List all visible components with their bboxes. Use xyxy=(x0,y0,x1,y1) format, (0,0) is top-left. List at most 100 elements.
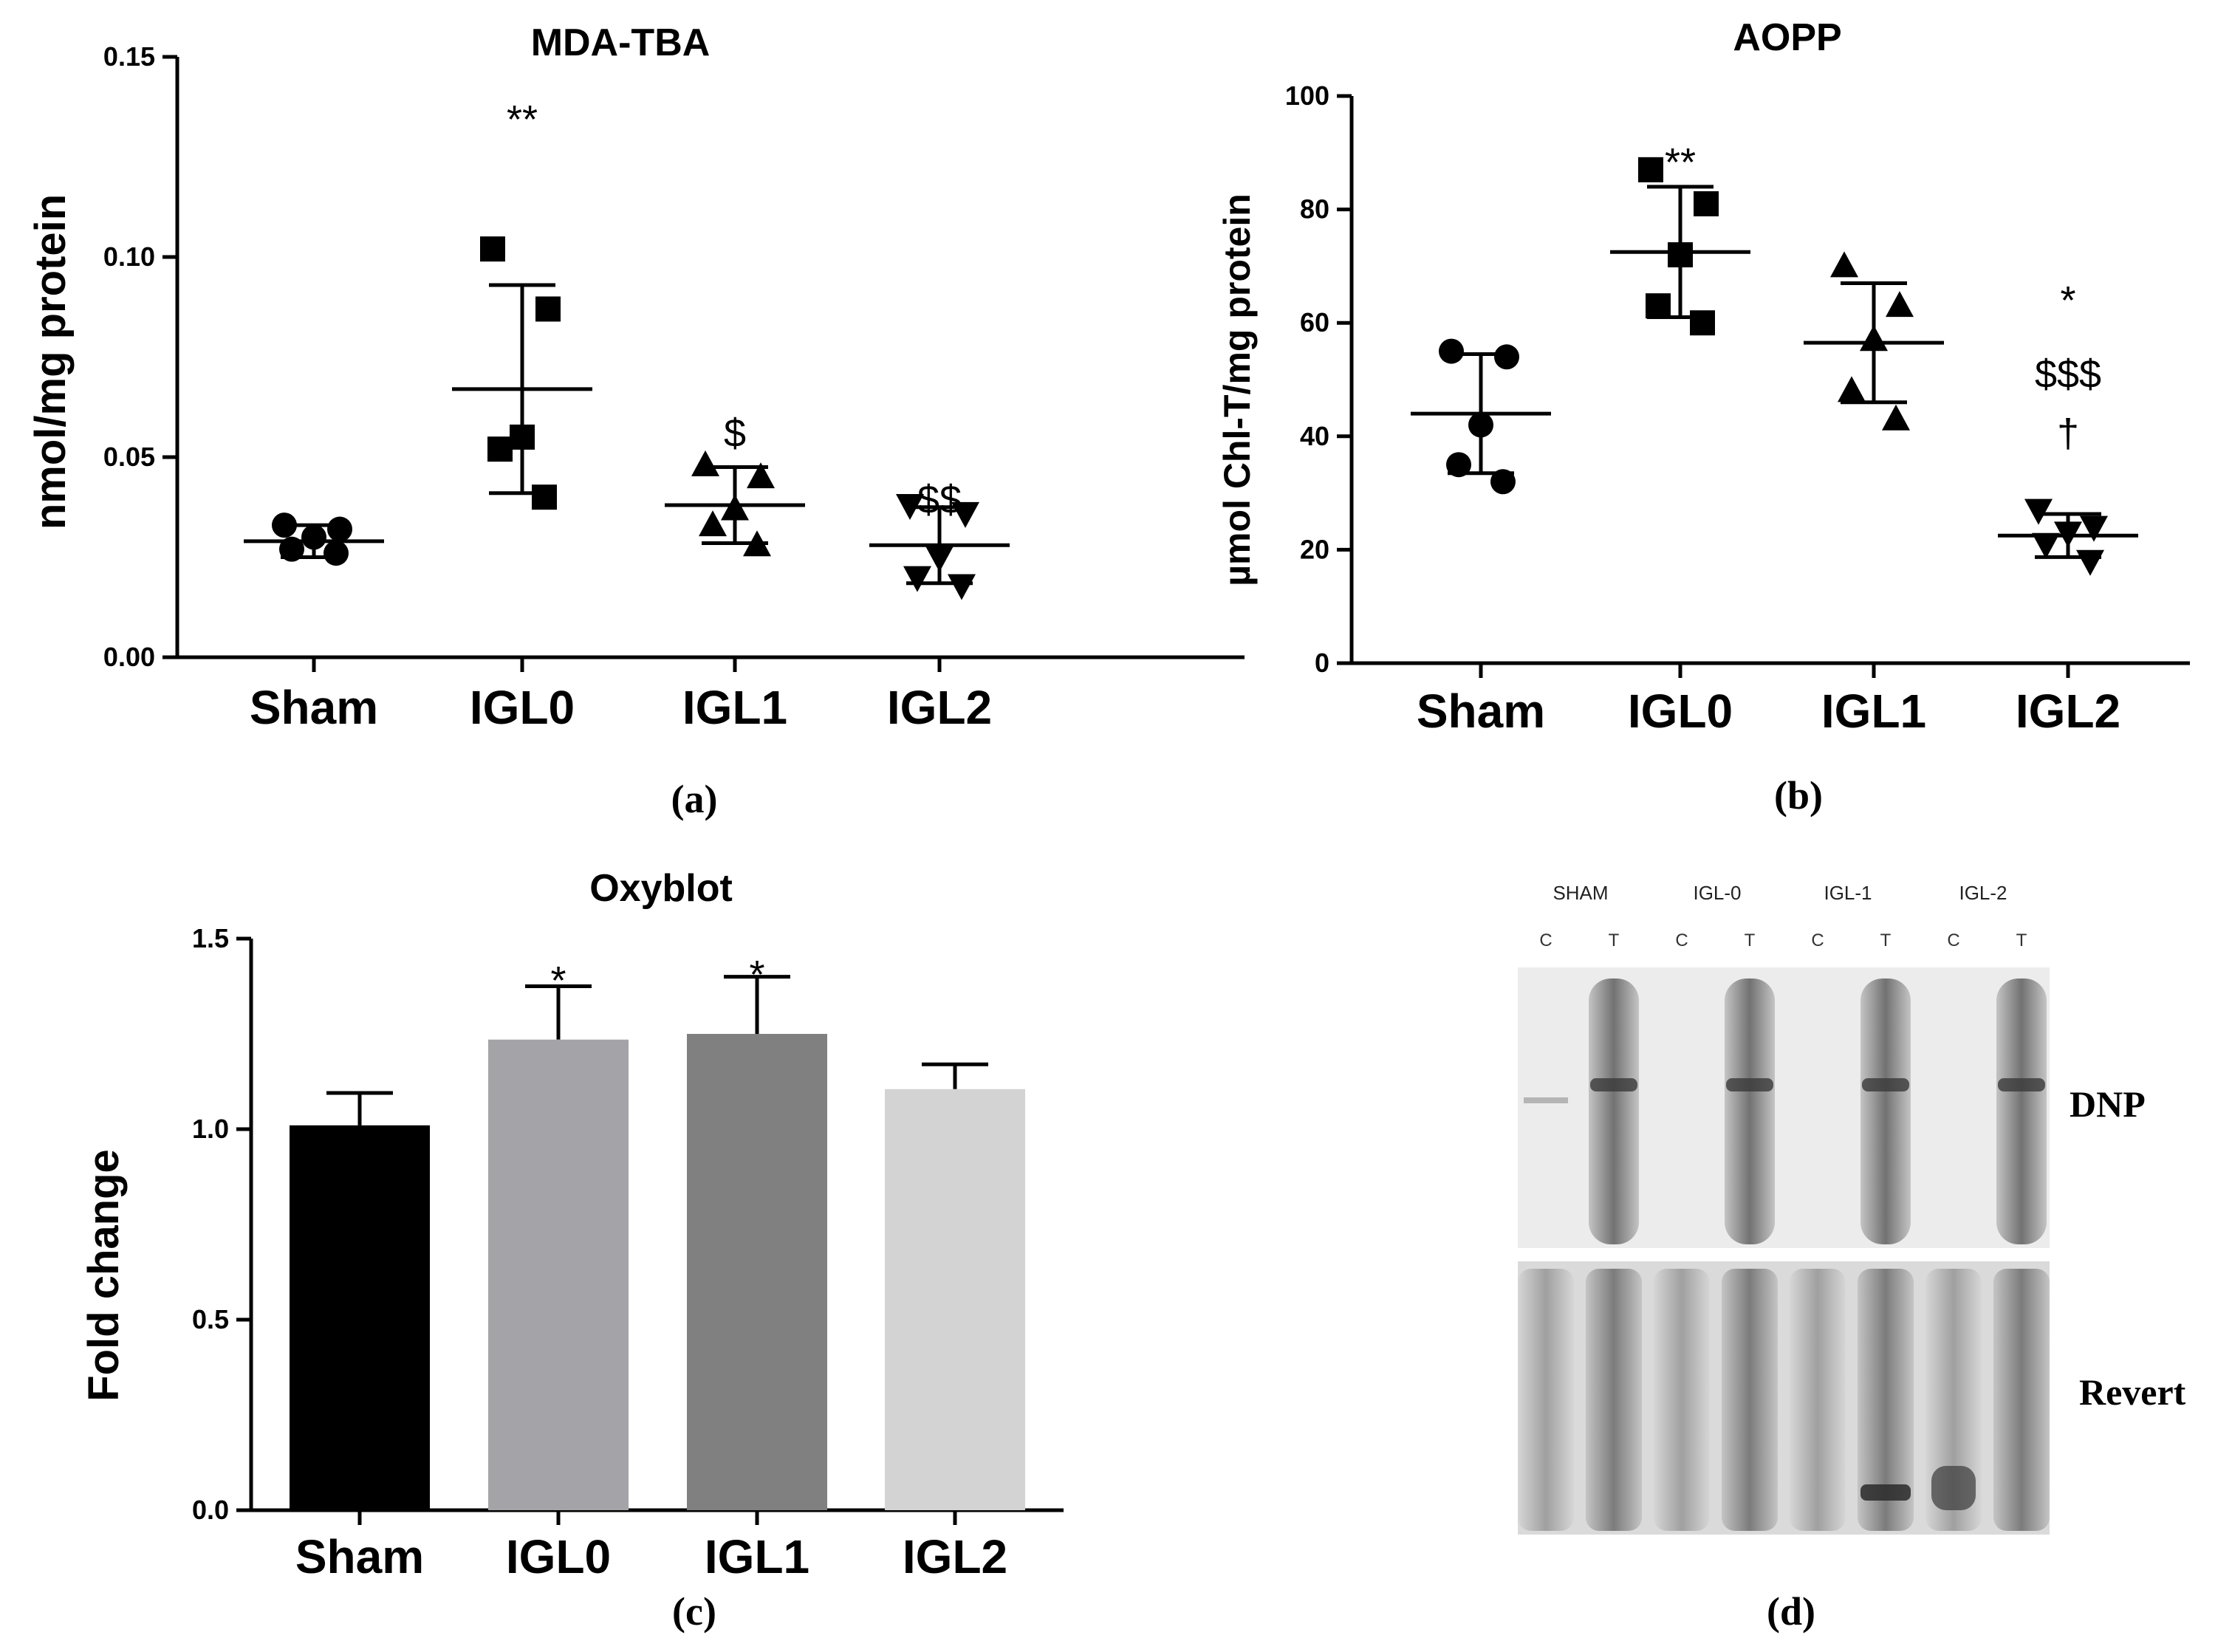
x-tick-label: Sham xyxy=(1417,685,1545,738)
data-point xyxy=(1668,242,1693,268)
blot-lane-smear xyxy=(1790,1269,1846,1531)
y-axis-label: Fold change xyxy=(80,1149,128,1402)
data-point xyxy=(1446,452,1471,478)
data-point xyxy=(510,424,535,450)
significance-label: † xyxy=(2057,411,2079,456)
bar xyxy=(488,1039,629,1510)
blot-lane-smear xyxy=(1993,1269,2050,1531)
blot-lane-smear xyxy=(1996,978,2047,1244)
data-point xyxy=(1838,376,1866,402)
x-tick-label: IGL0 xyxy=(470,681,575,734)
significance-label: $$ xyxy=(917,478,962,522)
chart-title: Oxyblot xyxy=(589,867,733,910)
x-tick-label: IGL2 xyxy=(2016,685,2120,738)
data-point xyxy=(1439,338,1464,364)
blot-lane-smear xyxy=(1589,978,1639,1244)
data-point xyxy=(1468,412,1493,438)
data-point xyxy=(2024,498,2053,525)
blot-lane-smear xyxy=(1654,1269,1710,1531)
data-point xyxy=(691,450,719,476)
blot-row-label-revert: Revert xyxy=(2079,1371,2186,1413)
data-point xyxy=(951,501,979,528)
panel-label: (c) xyxy=(672,1589,716,1634)
y-tick-label: 1.0 xyxy=(192,1114,229,1144)
significance-label: * xyxy=(2060,278,2075,323)
data-point xyxy=(1646,293,1671,319)
blot-lane-smear xyxy=(1925,1269,1982,1531)
panel-b-aopp: AOPP µmol Chl-T/mg protein 020406080100 … xyxy=(1216,16,2190,818)
panel-label: (b) xyxy=(1774,773,1823,818)
y-tick-label: 0.0 xyxy=(192,1495,229,1525)
data-point xyxy=(301,524,326,550)
data-point xyxy=(1882,404,1910,431)
data-point xyxy=(1690,310,1715,336)
blot-band xyxy=(1860,1484,1911,1501)
y-tick-label: 0 xyxy=(1315,648,1329,678)
blot-lane-label: C xyxy=(1947,930,1959,950)
dnp-lanes xyxy=(1524,978,2047,1244)
y-ticks: 0.00 0.05 0.10 0.15 xyxy=(103,41,177,672)
y-tick-label: 40 xyxy=(1300,421,1329,451)
blot-lane-smear xyxy=(1858,1269,1914,1531)
blot-band xyxy=(1726,1078,1773,1091)
y-ticks: 0.0 0.5 1.0 1.5 xyxy=(192,923,251,1525)
blot-lane-smear xyxy=(1722,1269,1778,1531)
chart-title: AOPP xyxy=(1733,16,1841,59)
y-tick-label: 0.5 xyxy=(192,1304,229,1334)
x-tick-label: IGL2 xyxy=(887,681,992,734)
blot-band xyxy=(1524,1097,1568,1103)
significance-label: * xyxy=(550,959,566,1003)
blot-lane-label: T xyxy=(1880,930,1892,950)
data-point xyxy=(532,484,557,510)
blot-lane-smear xyxy=(1586,1269,1642,1531)
chart-title: MDA-TBA xyxy=(531,21,711,64)
panel-a-mda-tba: MDA-TBA nmol/mg protein 0.00 0.05 0.10 0.15… xyxy=(27,21,1245,821)
y-tick-label: 0.00 xyxy=(103,642,155,672)
data-point xyxy=(2076,549,2104,576)
x-tick-labels: Sham IGL0 IGL1 IGL2 xyxy=(295,1510,1007,1583)
x-tick-label: IGL0 xyxy=(1628,685,1733,738)
data-point xyxy=(721,494,749,521)
x-tick-labels: Sham IGL0 IGL1 IGL2 xyxy=(1417,663,2120,738)
y-tick-label: 20 xyxy=(1300,534,1329,564)
y-tick-label: 60 xyxy=(1300,307,1329,337)
data-point xyxy=(948,574,976,600)
panel-c-oxyblot: Oxyblot Fold change 0.0 0.5 1.0 1.5 Sham IGL… xyxy=(80,867,1064,1634)
data-marks: **$$$ xyxy=(244,97,1010,600)
data-point xyxy=(743,530,771,557)
x-tick-labels: Sham IGL0 IGL1 IGL2 xyxy=(250,657,992,734)
x-tick-label: IGL0 xyxy=(506,1530,611,1583)
data-point xyxy=(1638,157,1663,182)
panel-label: (a) xyxy=(671,777,718,821)
data-point xyxy=(896,494,924,521)
blot-band xyxy=(1998,1078,2045,1091)
blot-band xyxy=(1862,1078,1909,1091)
significance-label: $$$ xyxy=(2035,352,2101,397)
data-point xyxy=(1494,344,1519,370)
data-point xyxy=(2080,515,2108,542)
significance-label: $ xyxy=(724,411,746,456)
significance-label: * xyxy=(749,953,764,997)
blot-lane-smear xyxy=(1860,978,1911,1244)
revert-lanes xyxy=(1518,1269,2050,1531)
blot-group-label: IGL-1 xyxy=(1824,882,1872,904)
x-tick-label: Sham xyxy=(250,681,378,734)
x-tick-label: IGL1 xyxy=(682,681,787,734)
data-point xyxy=(747,462,775,489)
data-marks: ***$$$† xyxy=(1411,140,2138,576)
blot-band xyxy=(1931,1466,1976,1510)
blot-lane-smear xyxy=(1725,978,1775,1244)
significance-label: ** xyxy=(1665,140,1696,185)
data-point xyxy=(1694,191,1719,216)
x-tick-label: IGL1 xyxy=(1821,685,1926,738)
blot-lane-smear xyxy=(1518,1269,1574,1531)
data-point xyxy=(1860,325,1888,352)
x-tick-label: IGL1 xyxy=(705,1530,809,1583)
blot-lane-label: T xyxy=(1745,930,1756,950)
y-axis-label: nmol/mg protein xyxy=(27,194,75,529)
y-axis-label: µmol Chl-T/mg protein xyxy=(1216,193,1258,586)
data-point xyxy=(323,541,349,566)
